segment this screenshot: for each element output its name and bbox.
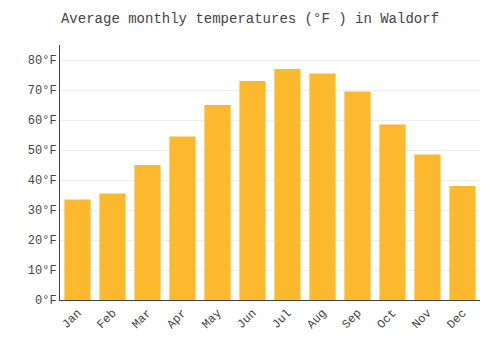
svg-text:Sep: Sep — [339, 307, 364, 332]
svg-text:May: May — [199, 307, 224, 332]
svg-text:Mar: Mar — [129, 307, 154, 332]
svg-text:Aug: Aug — [304, 307, 329, 332]
svg-text:50°F: 50°F — [28, 144, 57, 158]
svg-text:Apr: Apr — [164, 307, 189, 332]
svg-text:Dec: Dec — [444, 307, 469, 332]
svg-text:30°F: 30°F — [28, 204, 57, 218]
svg-text:Feb: Feb — [94, 307, 119, 332]
svg-text:Jul: Jul — [269, 307, 294, 332]
svg-text:Jan: Jan — [59, 307, 84, 332]
svg-text:70°F: 70°F — [28, 84, 57, 98]
svg-text:Jun: Jun — [234, 307, 259, 332]
svg-text:0°F: 0°F — [35, 294, 57, 308]
svg-text:Nov: Nov — [409, 307, 434, 332]
svg-text:20°F: 20°F — [28, 234, 57, 248]
svg-text:Average monthly temperatures (: Average monthly temperatures (°F ) in Wa… — [61, 11, 439, 27]
svg-text:40°F: 40°F — [28, 174, 57, 188]
svg-text:80°F: 80°F — [28, 54, 57, 68]
svg-text:10°F: 10°F — [28, 264, 57, 278]
svg-text:60°F: 60°F — [28, 114, 57, 128]
svg-text:Oct: Oct — [374, 307, 399, 332]
